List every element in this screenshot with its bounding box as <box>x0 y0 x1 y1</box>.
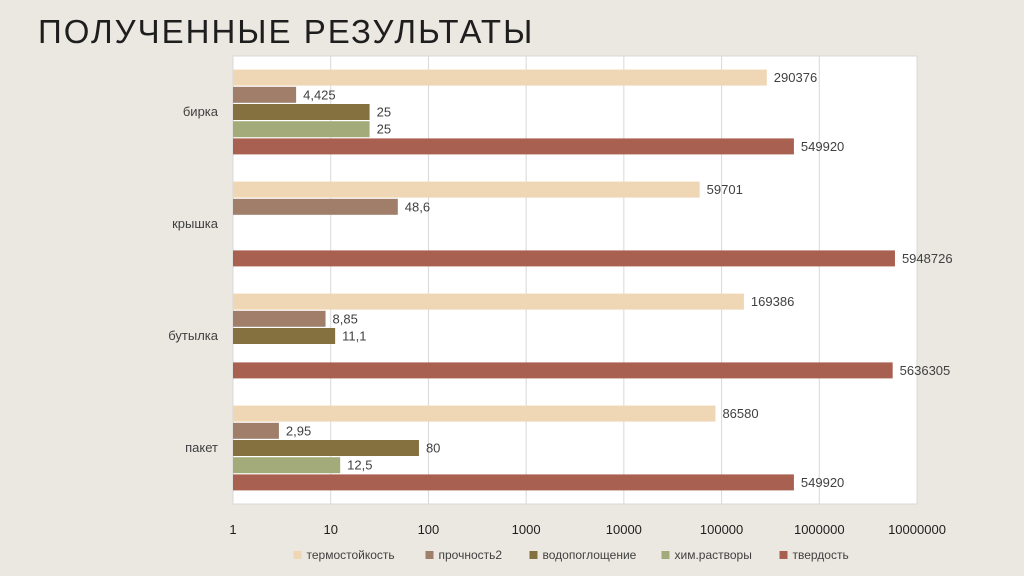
bar-5 <box>233 362 893 379</box>
x-tick-label: 100 <box>418 522 440 537</box>
data-label: 549920 <box>801 139 844 154</box>
x-tick-label: 1 <box>229 522 236 537</box>
x-tick-label: 10000000 <box>888 522 946 537</box>
data-label: 25 <box>377 122 391 137</box>
category-label: бутылка <box>168 328 219 343</box>
legend-swatch <box>425 551 434 559</box>
bar-3 <box>233 104 370 120</box>
data-label: 549920 <box>801 475 844 490</box>
category-label: пакет <box>185 440 218 455</box>
data-label: 4,425 <box>303 87 336 102</box>
bar-2 <box>233 310 326 327</box>
legend-label: хим.растворы <box>675 548 752 562</box>
data-label: 86580 <box>722 406 758 421</box>
bar-4 <box>233 121 370 138</box>
legend-label: прочность2 <box>439 548 503 562</box>
data-label: 59701 <box>707 182 743 197</box>
legend-label: термостойкость <box>307 548 395 562</box>
legend-swatch <box>529 551 538 559</box>
x-tick-label: 10 <box>323 522 337 537</box>
data-label: 290376 <box>774 70 817 85</box>
data-label: 2,95 <box>286 423 311 438</box>
x-axis-ticks: 1 10 100 1000 10000 100000 1000000 10000000 <box>229 522 946 537</box>
legend-label: водопоглощение <box>543 548 637 562</box>
data-label: 5948726 <box>902 251 953 266</box>
legend: термостойкость прочность2 водопоглощение хи… <box>293 548 849 562</box>
x-tick-label: 100000 <box>700 522 743 537</box>
x-tick-label: 1000000 <box>794 522 845 537</box>
gridlines <box>330 56 918 504</box>
data-label: 48,6 <box>405 199 430 214</box>
bar-5 <box>233 250 895 267</box>
bar-3 <box>233 328 336 344</box>
data-label: 25 <box>377 105 391 120</box>
data-label: 12,5 <box>347 458 372 473</box>
category-labels: бирка крышка бутылка пакет <box>168 104 219 455</box>
legend-swatch <box>661 551 670 559</box>
x-tick-label: 10000 <box>606 522 642 537</box>
bars <box>233 69 895 491</box>
bar-1 <box>233 181 700 198</box>
bar-2 <box>233 422 279 439</box>
data-label: 11,1 <box>342 329 366 344</box>
bar-2 <box>233 86 297 103</box>
slide-title: ПОЛУЧЕННЫЕ РЕЗУЛЬТАТЫ <box>38 13 535 50</box>
legend-swatch <box>779 551 788 559</box>
bar-1 <box>233 293 744 310</box>
data-labels: 290376 4,425 25 25 549920 59701 48,6 5948726 169… <box>286 70 953 490</box>
bar-2 <box>233 198 398 215</box>
data-label: 5636305 <box>900 363 951 378</box>
bar-5 <box>233 138 794 155</box>
bar-1 <box>233 69 767 86</box>
x-tick-label: 1000 <box>512 522 541 537</box>
data-label: 8,85 <box>333 311 358 326</box>
category-label: крышка <box>172 216 219 231</box>
bar-4 <box>233 457 341 474</box>
bar-5 <box>233 474 794 491</box>
legend-label: твердость <box>793 548 849 562</box>
legend-swatch <box>293 551 302 559</box>
bar-1 <box>233 405 716 422</box>
data-label: 80 <box>426 441 440 456</box>
data-label: 169386 <box>751 294 794 309</box>
bar-3 <box>233 440 419 456</box>
category-label: бирка <box>183 104 219 119</box>
